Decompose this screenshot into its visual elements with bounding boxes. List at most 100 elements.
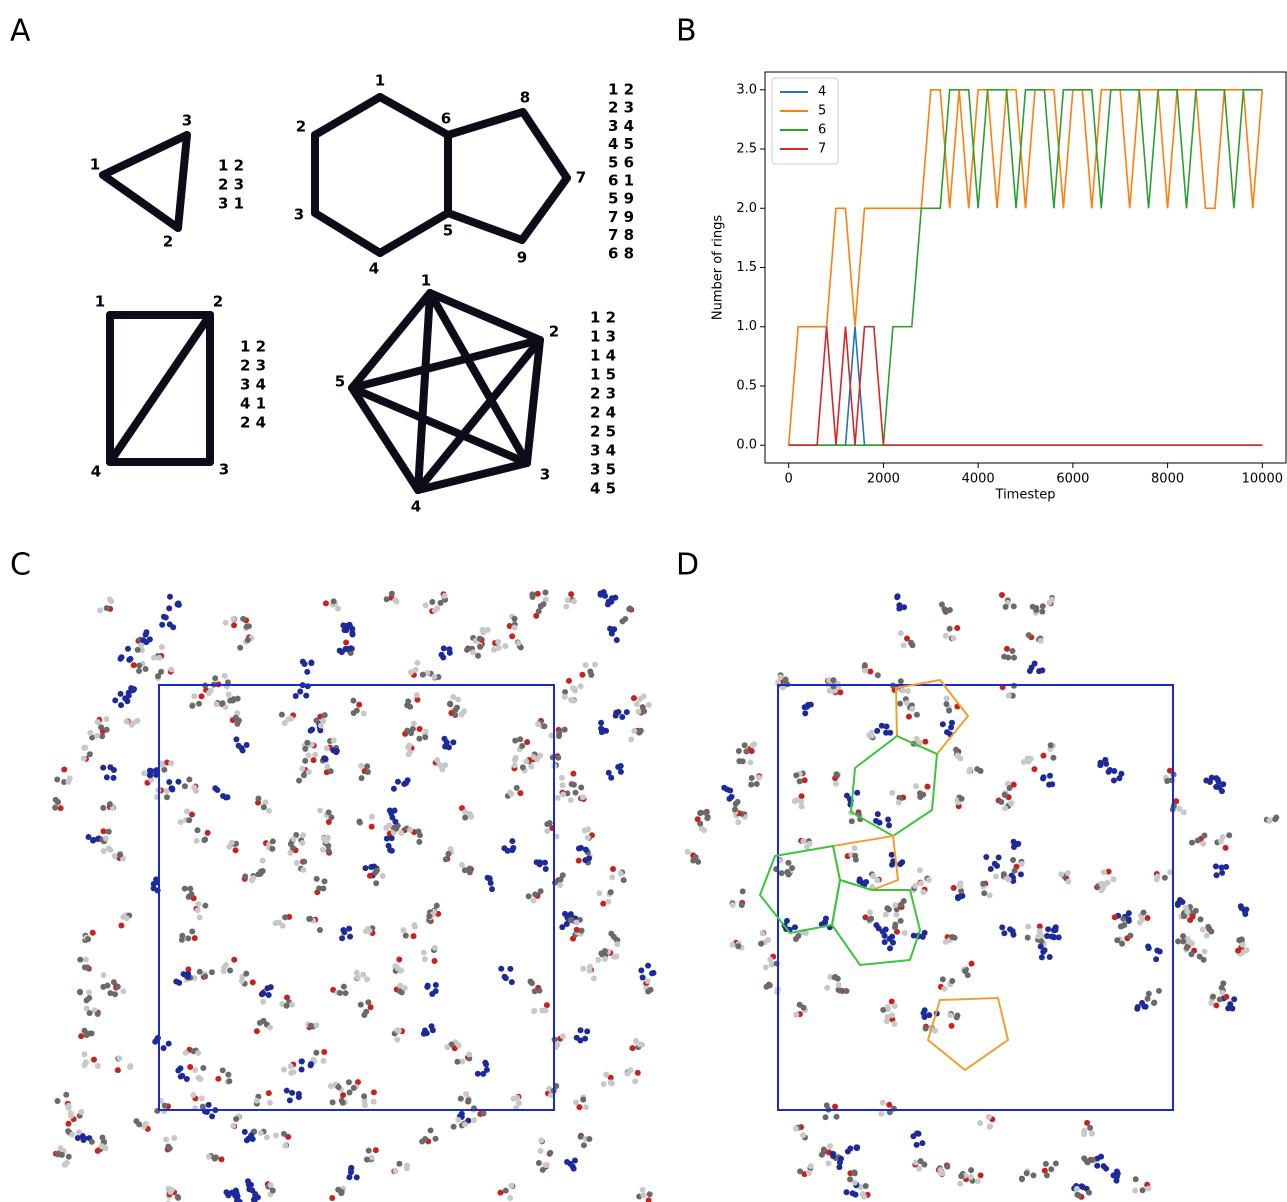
atom <box>867 909 873 915</box>
atom <box>538 888 544 894</box>
atom <box>918 1158 924 1164</box>
atom <box>892 1003 898 1009</box>
atom <box>830 1153 836 1159</box>
atom <box>892 902 898 908</box>
atom <box>591 975 597 981</box>
atom <box>1113 1178 1119 1184</box>
node-label: 6 <box>441 110 451 128</box>
atom <box>1085 1159 1091 1165</box>
atom <box>510 845 516 851</box>
atom <box>804 844 810 850</box>
atom <box>441 736 447 742</box>
atom <box>420 672 426 678</box>
atom <box>169 785 175 791</box>
atom <box>299 840 305 846</box>
atom <box>195 901 201 907</box>
atom <box>477 644 483 650</box>
atom <box>501 845 507 851</box>
atom <box>1047 954 1053 960</box>
atom <box>511 1096 517 1102</box>
atom <box>789 865 795 871</box>
atom <box>347 934 353 940</box>
atom <box>882 933 888 939</box>
atom <box>1103 1166 1109 1172</box>
atom <box>632 1078 638 1084</box>
atom <box>844 1189 850 1195</box>
atom <box>555 755 561 761</box>
atom <box>325 834 331 840</box>
atom <box>195 1050 201 1056</box>
atom <box>175 1194 181 1200</box>
atom <box>957 883 963 889</box>
atom <box>81 1051 87 1057</box>
atom <box>508 791 514 797</box>
atom <box>558 876 564 882</box>
atom <box>233 736 239 742</box>
atom <box>1045 926 1051 932</box>
atom <box>844 793 850 799</box>
atom <box>454 705 460 711</box>
atom <box>226 1078 232 1084</box>
atom <box>197 969 203 975</box>
atom <box>618 763 624 769</box>
atom <box>481 1110 487 1116</box>
atom <box>362 865 368 871</box>
atom <box>887 945 893 951</box>
atom <box>511 625 517 631</box>
atom <box>579 672 585 678</box>
atom <box>1185 909 1191 915</box>
atom <box>354 1174 360 1180</box>
atom <box>1018 871 1024 877</box>
y-tick-label: 1.0 <box>736 319 757 334</box>
atom <box>328 1083 334 1089</box>
atom <box>833 781 839 787</box>
atom <box>191 693 197 699</box>
node-label: 1 <box>421 272 431 290</box>
atom <box>503 1188 509 1194</box>
atom <box>369 814 375 820</box>
atom <box>289 1090 295 1096</box>
atom <box>944 729 950 735</box>
atom <box>299 1058 305 1064</box>
atom <box>941 986 947 992</box>
atom <box>547 820 553 826</box>
atom <box>792 798 798 804</box>
atom <box>1239 936 1245 942</box>
atom <box>464 647 470 653</box>
atom <box>340 1100 346 1106</box>
atom <box>969 961 975 967</box>
atom <box>740 888 746 894</box>
atom <box>195 907 201 913</box>
atom <box>312 752 318 758</box>
edge-list-entry: 2 3 <box>608 99 634 117</box>
atom <box>411 721 417 727</box>
atom <box>163 615 169 621</box>
atom <box>958 1173 964 1179</box>
atom <box>117 852 123 858</box>
atom <box>1204 933 1210 939</box>
atom <box>202 973 208 979</box>
node-label: 2 <box>549 323 559 341</box>
atom <box>792 924 798 930</box>
atom <box>321 755 327 761</box>
graph-edge <box>448 213 522 240</box>
atom <box>407 827 413 833</box>
atom <box>97 607 103 613</box>
atom <box>115 984 121 990</box>
atom <box>800 1132 806 1138</box>
atom <box>1201 832 1207 838</box>
atom <box>793 1012 799 1018</box>
atom <box>389 848 395 854</box>
atom <box>212 675 218 681</box>
atom <box>573 920 579 926</box>
atom <box>1137 920 1143 926</box>
atom <box>749 775 755 781</box>
atom <box>477 636 483 642</box>
atom <box>891 1021 897 1027</box>
atom <box>571 782 577 788</box>
atom <box>324 745 330 751</box>
atom <box>1112 914 1118 920</box>
atom <box>826 1160 832 1166</box>
atom <box>880 1100 886 1106</box>
atom <box>101 828 107 834</box>
